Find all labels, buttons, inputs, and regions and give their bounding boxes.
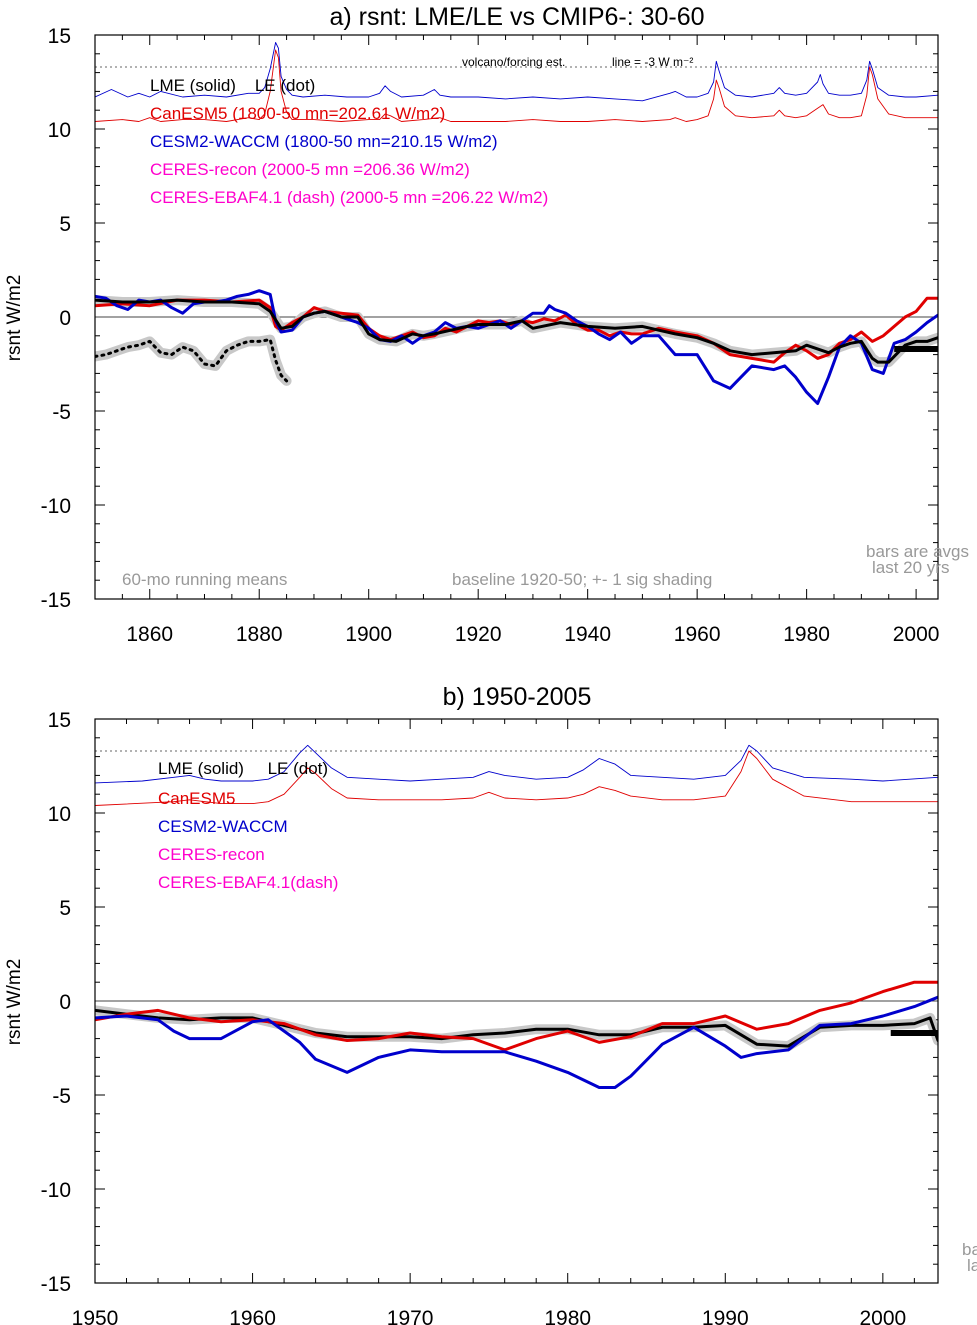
panel-b-series-lme	[95, 1008, 938, 1048]
panel-b-series-canesm5	[95, 980, 938, 1052]
panel-a-xtick-label: 1860	[126, 623, 173, 646]
panel-a-xtick-label: 1940	[564, 623, 611, 646]
panel-b-xtick-label: 1970	[387, 1307, 434, 1325]
panel-b-lme-sigma-shading	[95, 1005, 938, 1052]
panel-a-ytick-label: -5	[52, 401, 71, 424]
panel-a-series-le	[95, 338, 289, 383]
panel-b-legend-ceres-ebaf: CERES-EBAF4.1(dash)	[158, 873, 338, 892]
panel-a-ytick-label: 0	[59, 307, 71, 330]
panel-a-xtick-label: 1880	[236, 623, 283, 646]
panel-b-ytick-label: 5	[59, 897, 71, 920]
panel-a-ytick-label: -15	[41, 589, 71, 612]
panel-b-ytick-label: -5	[52, 1085, 71, 1108]
panel-b-ytick-label: -10	[41, 1179, 71, 1202]
panel-a-legend-ceres-ebaf: CERES-EBAF4.1 (dash) (2000-5 mn =206.22 …	[150, 188, 548, 207]
panel-a-plot-group: -15 -10 -5 0 5 10 15 1860 1880 1900 1920 1940 1960 19…	[41, 25, 940, 646]
panel-b-ytick-label: 15	[48, 709, 71, 732]
panel-a-le-sigma-shading	[95, 334, 292, 386]
panel-a-annotation-forcing: volcano/forcing est.	[462, 55, 565, 69]
panel-a-series-group	[95, 42, 938, 405]
panel-b-legend-ceres-recon: CERES-recon	[158, 845, 265, 864]
panel-a-legend-cesm2: CESM2-WACCM (1800-50 mn=210.15 W/m2)	[150, 132, 498, 151]
panel-a-annotation-running-means: 60-mo running means	[122, 570, 287, 589]
panel-b-annotation-ba: ba	[962, 1240, 977, 1259]
panel-b-xtick-label: 1960	[229, 1307, 276, 1325]
panel-a-legend-ceres-recon: CERES-recon (2000-5 mn =206.36 W/m2)	[150, 160, 470, 179]
panel-a-xtick-label: 1980	[783, 623, 830, 646]
panel-a-annotation-bars: bars are avgs	[866, 542, 969, 561]
panel-a-legend-lme-le: LME (solid) LE (dot)	[150, 76, 315, 95]
panel-b-legend-lme-le: LME (solid) LE (dot)	[158, 759, 328, 778]
panel-b-legend-cesm2: CESM2-WACCM	[158, 817, 288, 836]
panel-a-xtick-label: 2000	[893, 623, 940, 646]
panel-b-series-canesm5-forcing	[95, 750, 938, 806]
panel-a-xtick-label: 1900	[345, 623, 392, 646]
panel-b-series-cesm2-waccm-forcing	[95, 744, 938, 784]
panel-b-annotation-la: la	[967, 1256, 977, 1275]
panel-a-series-cesm2-waccm-forcing	[95, 42, 938, 102]
panel-a-ytick-label: -10	[41, 495, 71, 518]
panel-a-axes-frame	[94, 34, 939, 600]
panel-a-annotation-last20: last 20 yrs	[872, 558, 949, 577]
panel-a-xtick-label: 1920	[455, 623, 502, 646]
panel-a-ytick-label: 15	[48, 25, 71, 48]
panel-b-ylabel: rsnt W/m2	[4, 959, 25, 1046]
panel-a-series-lme	[95, 298, 938, 364]
panel-a-xtick-label: 1960	[674, 623, 721, 646]
panel-b-ytick-label: 0	[59, 991, 71, 1014]
panel-b-series-cesm2-waccm	[95, 995, 938, 1089]
panel-b-title: b) 1950-2005	[443, 683, 592, 711]
panel-b-xtick-label: 1990	[702, 1307, 749, 1325]
panel-b-legend-canesm5: CanESM5	[158, 789, 235, 808]
panel-a-legend-canesm5: CanESM5 (1800-50 mn=202.61 W/m2)	[150, 104, 445, 123]
panel-b-ytick-label: -15	[41, 1273, 71, 1296]
panel-b-series-group	[95, 744, 938, 1089]
panel-a-ytick-label: 10	[48, 119, 71, 142]
panel-b-xtick-label: 1980	[544, 1307, 591, 1325]
panel-a-annotation-line: line = -3 W m⁻²	[612, 55, 693, 69]
panel-a-ytick-label: 5	[59, 213, 71, 236]
panel-b-axes-frame	[94, 718, 939, 1284]
panel-a-series-canesm5-forcing	[95, 49, 938, 122]
panel-b-ytick-label: 10	[48, 803, 71, 826]
panel-a-title: a) rsnt: LME/LE vs CMIP6-: 30-60	[329, 3, 704, 31]
panel-a-annotation-baseline: baseline 1920-50; +- 1 sig shading	[452, 570, 712, 589]
panel-b-xtick-label: 1950	[72, 1307, 119, 1325]
panel-b-plot-group: -15 -10 -5 0 5 10 15 1950 1960 1970 1980 1990 2000	[41, 709, 939, 1325]
panel-a-ylabel: rsnt W/m2	[4, 275, 25, 362]
panel-b-xtick-label: 2000	[859, 1307, 906, 1325]
